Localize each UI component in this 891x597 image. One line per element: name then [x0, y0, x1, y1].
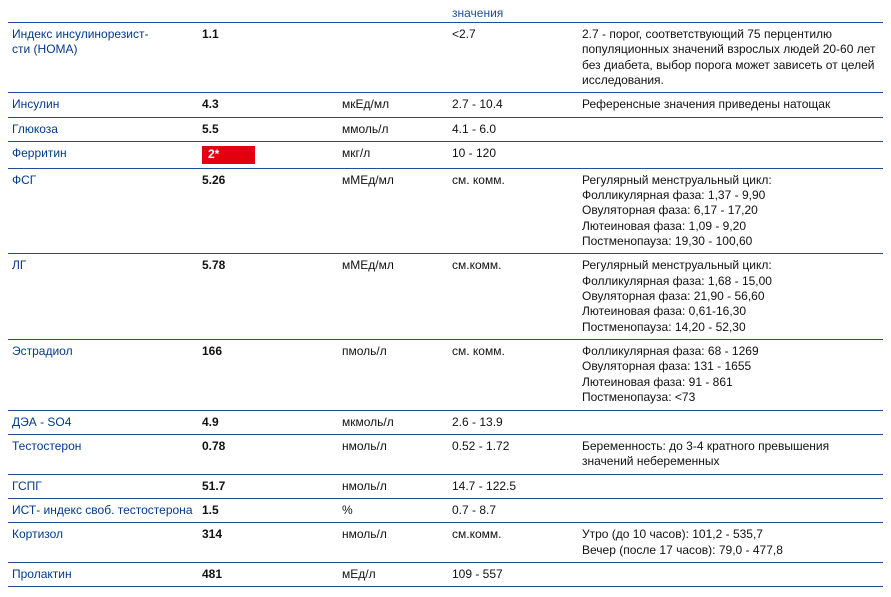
table-row: Кортизол314нмоль/лсм.комм.Утро (до 10 ча… — [8, 523, 883, 563]
unit: мкЕд/мл — [338, 93, 448, 117]
reference-range: см. комм. — [448, 340, 578, 410]
analyte-name: Пролактин — [8, 563, 198, 587]
comment — [578, 474, 883, 498]
analyte-name: Глюкоза — [8, 117, 198, 141]
comment: Утро (до 10 часов): 101,2 - 535,7 Вечер … — [578, 523, 883, 563]
unit: мЕд/л — [338, 563, 448, 587]
unit: пмоль/л — [338, 340, 448, 410]
reference-range: 10 - 120 — [448, 142, 578, 168]
analyte-name: ГСПГ — [8, 474, 198, 498]
result-value: 4.9 — [198, 410, 338, 434]
unit: нмоль/л — [338, 523, 448, 563]
table-row: Инсулин4.3мкЕд/мл2.7 - 10.4Референсные з… — [8, 93, 883, 117]
analyte-name: Эстрадиол — [8, 340, 198, 410]
table-row: Тестостерон0.78нмоль/л0.52 - 1.72Беремен… — [8, 434, 883, 474]
reference-range: 2.6 - 13.9 — [448, 410, 578, 434]
reference-range: 109 - 557 — [448, 563, 578, 587]
reference-range: см.комм. — [448, 254, 578, 340]
analyte-name: ЛГ — [8, 254, 198, 340]
reference-range: <2.7 — [448, 23, 578, 93]
comment — [578, 498, 883, 522]
result-value: 2* — [198, 142, 338, 168]
result-value: 166 — [198, 340, 338, 410]
unit: нмоль/л — [338, 434, 448, 474]
reference-range: см.комм. — [448, 523, 578, 563]
result-value: 51.7 — [198, 474, 338, 498]
reference-range: 0.52 - 1.72 — [448, 434, 578, 474]
table-row: ФСГ5.26мМЕд/млсм. комм.Регулярный менстр… — [8, 168, 883, 254]
reference-range: 4.1 - 6.0 — [448, 117, 578, 141]
analyte-name: Кортизол — [8, 523, 198, 563]
comment: Референсные значения приведены натощак — [578, 93, 883, 117]
reference-range: 2.7 - 10.4 — [448, 93, 578, 117]
table-row: Пролактин481мЕд/л109 - 557 — [8, 563, 883, 587]
comment: Регулярный менструальный цикл: Фолликуля… — [578, 254, 883, 340]
comment: 2.7 - порог, соответствующий 75 перценти… — [578, 23, 883, 93]
result-value: 5.5 — [198, 117, 338, 141]
comment — [578, 142, 883, 168]
comment: Регулярный менструальный цикл: Фолликуля… — [578, 168, 883, 254]
result-value: 1.1 — [198, 23, 338, 93]
comment — [578, 410, 883, 434]
reference-range: см. комм. — [448, 168, 578, 254]
analyte-name: Ферритин — [8, 142, 198, 168]
table-row: Глюкоза5.5ммоль/л4.1 - 6.0 — [8, 117, 883, 141]
table-row: ДЭА - SO44.9мкмоль/л2.6 - 13.9 — [8, 410, 883, 434]
table-row: ИСТ- индекс своб. тестостерона1.5%0.7 - … — [8, 498, 883, 522]
header-reference: значения — [448, 4, 578, 23]
table-row: ГСПГ51.7нмоль/л14.7 - 122.5 — [8, 474, 883, 498]
analyte-name: Инсулин — [8, 93, 198, 117]
result-value: 481 — [198, 563, 338, 587]
unit: мМЕд/мл — [338, 168, 448, 254]
unit: ммоль/л — [338, 117, 448, 141]
analyte-name: Индекс инсулинорезист- сти (HOMA) — [8, 23, 198, 93]
result-value: 1.5 — [198, 498, 338, 522]
unit: мкг/л — [338, 142, 448, 168]
unit: % — [338, 498, 448, 522]
table-row: ЛГ5.78мМЕд/млсм.комм.Регулярный менструа… — [8, 254, 883, 340]
analyte-name: ФСГ — [8, 168, 198, 254]
reference-range: 14.7 - 122.5 — [448, 474, 578, 498]
analyte-name: ИСТ- индекс своб. тестостерона — [8, 498, 198, 522]
result-value: 0.78 — [198, 434, 338, 474]
table-row: Индекс инсулинорезист- сти (HOMA)1.1 <2.7… — [8, 23, 883, 93]
result-value: 5.78 — [198, 254, 338, 340]
unit: нмоль/л — [338, 474, 448, 498]
unit: мМЕд/мл — [338, 254, 448, 340]
comment — [578, 117, 883, 141]
comment: Беременность: до 3-4 кратного превышения… — [578, 434, 883, 474]
analyte-name: Тестостерон — [8, 434, 198, 474]
analyte-name: ДЭА - SO4 — [8, 410, 198, 434]
result-value: 314 — [198, 523, 338, 563]
comment: Фолликулярная фаза: 68 - 1269 Овуляторна… — [578, 340, 883, 410]
unit — [338, 23, 448, 93]
result-value: 4.3 — [198, 93, 338, 117]
unit: мкмоль/л — [338, 410, 448, 434]
result-value: 5.26 — [198, 168, 338, 254]
table-row: Эстрадиол166пмоль/лсм. комм.Фолликулярна… — [8, 340, 883, 410]
reference-range: 0.7 - 8.7 — [448, 498, 578, 522]
lab-results-table: значения Индекс инсулинорезист- сти (HOM… — [8, 4, 883, 587]
comment — [578, 563, 883, 587]
out-of-range-flag: 2* — [202, 146, 255, 163]
table-row: Ферритин2* мкг/л10 - 120 — [8, 142, 883, 168]
